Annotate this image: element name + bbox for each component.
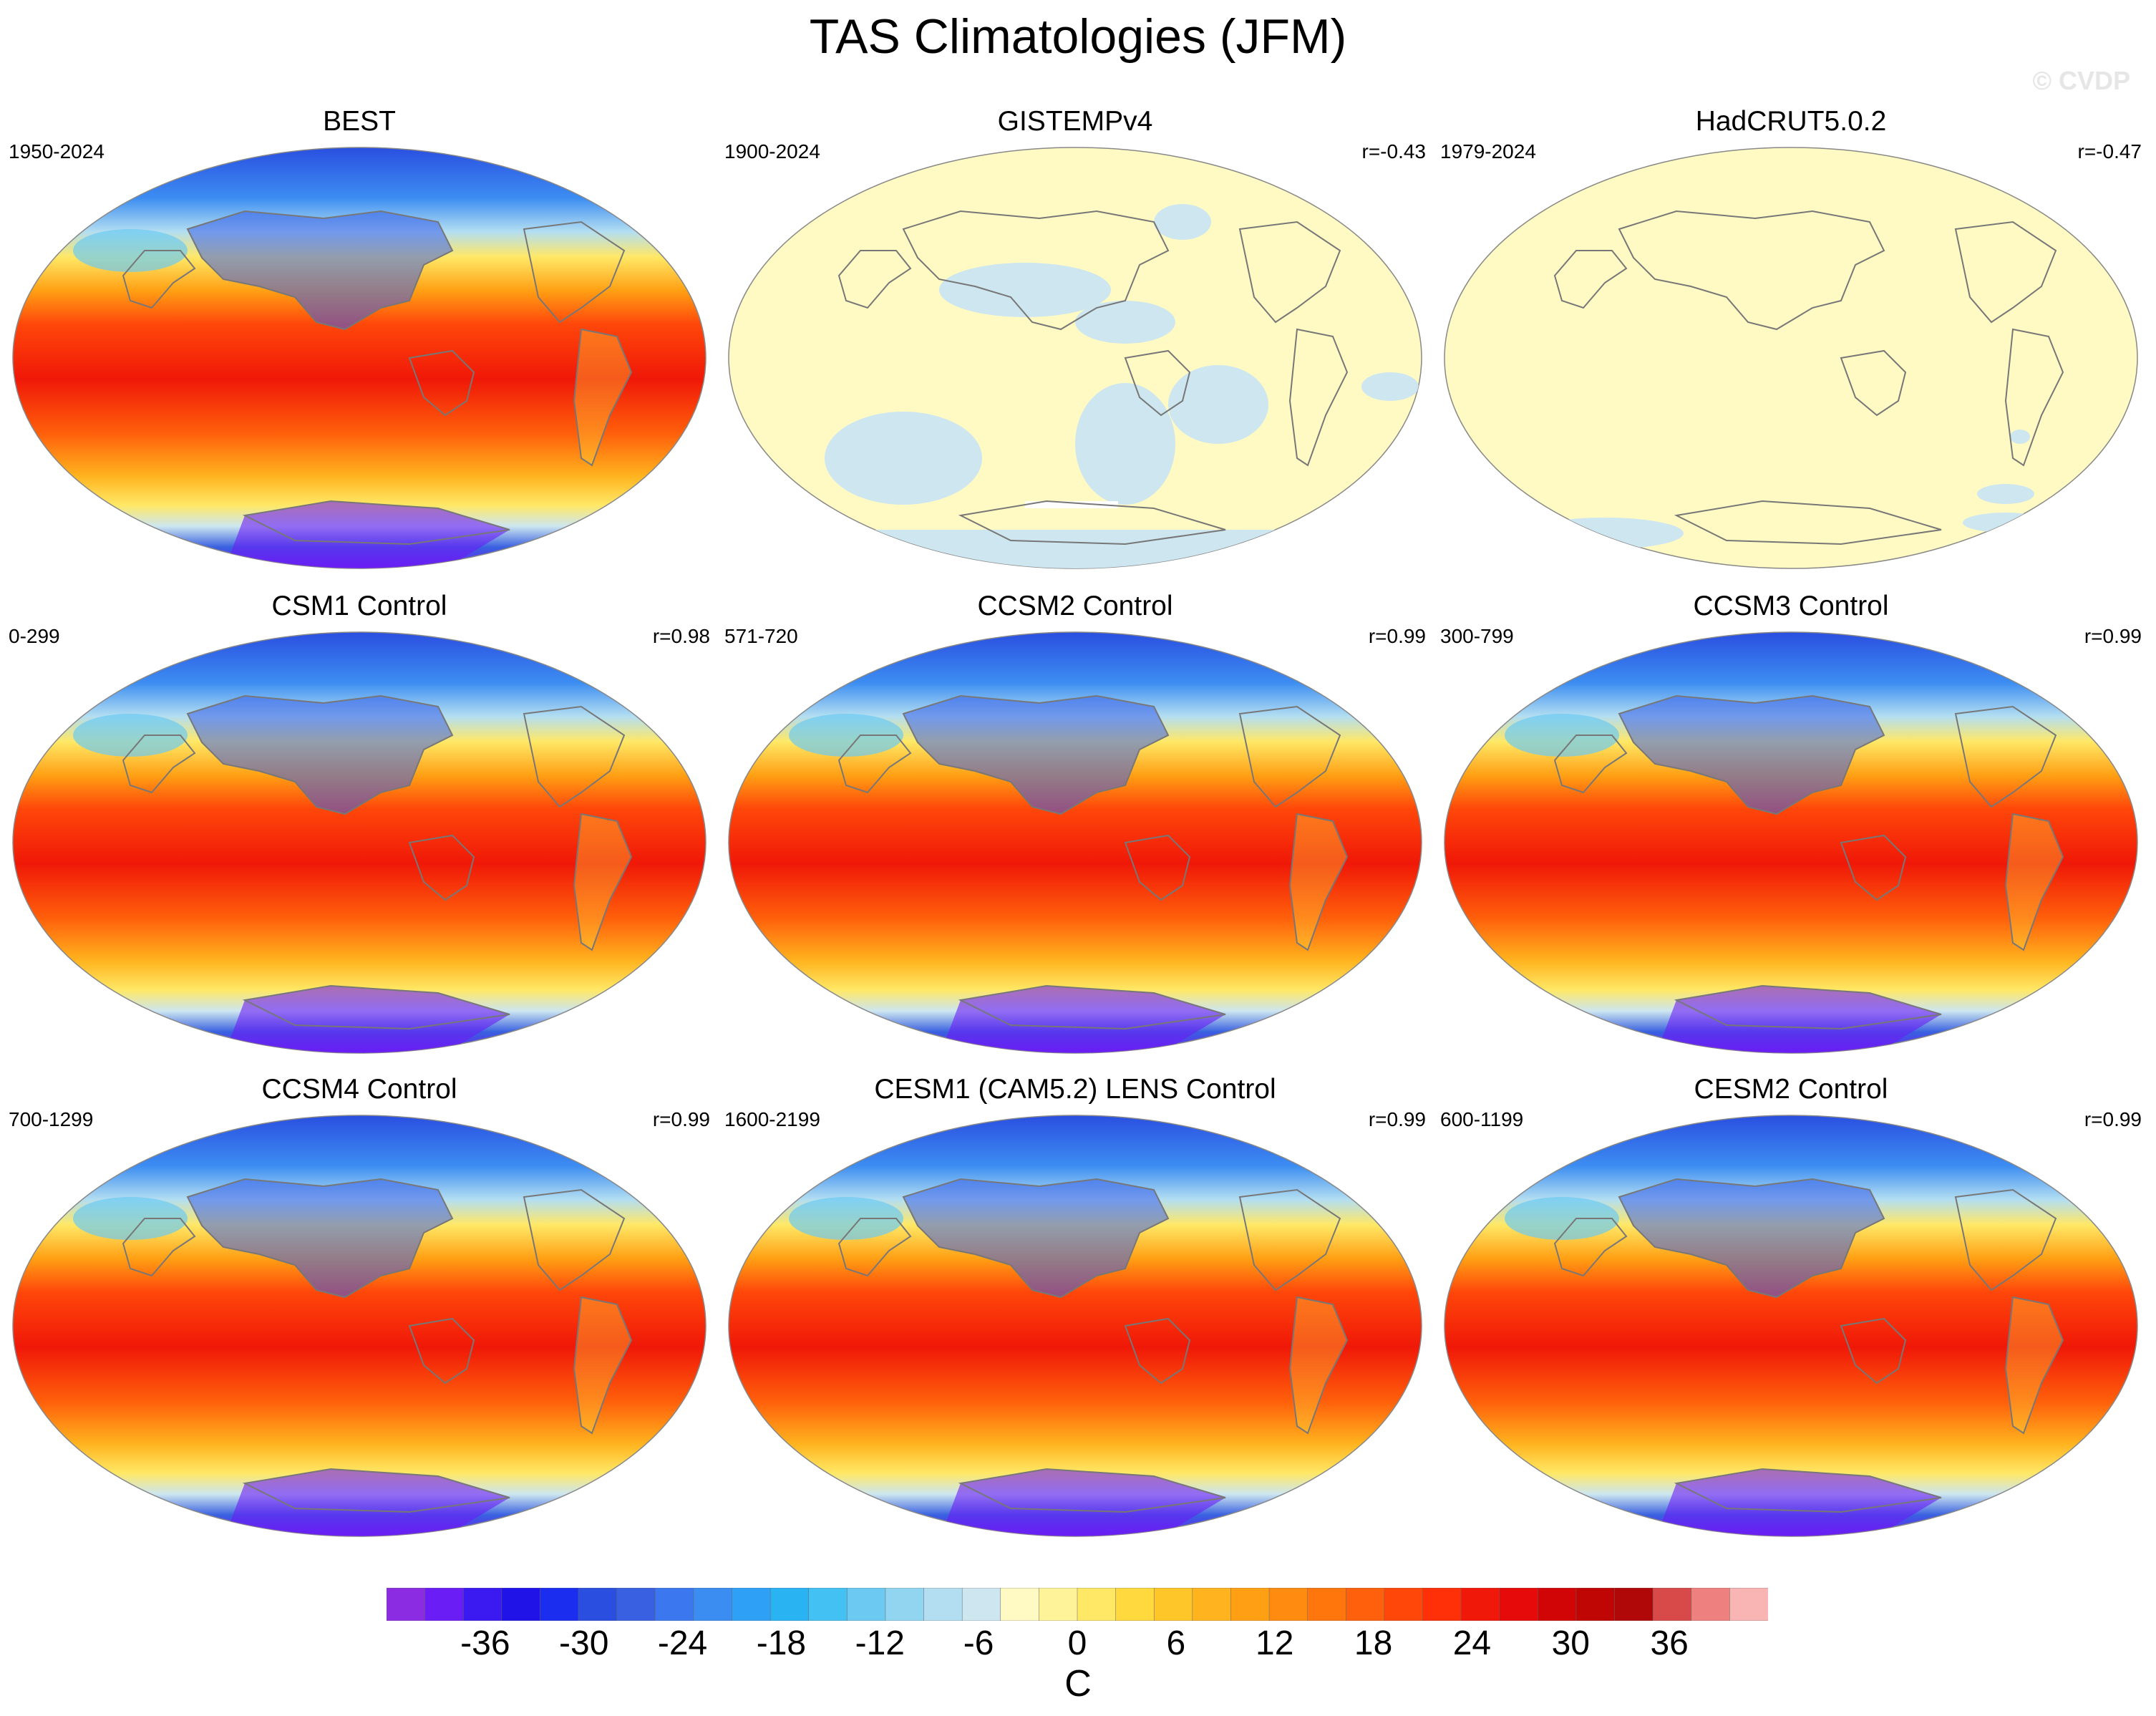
colorbar-swatch xyxy=(1192,1588,1232,1621)
cvdp-watermark: © CVDP xyxy=(2032,66,2130,95)
colorbar-swatch xyxy=(1268,1588,1308,1621)
panel-title: CCSM4 Control xyxy=(261,1074,457,1105)
panel-title: CCSM3 Control xyxy=(1693,591,1889,621)
map-panel: CESM1 (CAM5.2) LENS Control 1600-2199 r=… xyxy=(724,1074,1426,1537)
colorbar-tick-label: -30 xyxy=(559,1624,609,1662)
panel-correlation: r=0.99 xyxy=(2084,1108,2142,1130)
colorbar-swatch xyxy=(808,1588,848,1621)
panel-title: HadCRUT5.0.2 xyxy=(1695,106,1887,137)
panel-period: 700-1299 xyxy=(9,1108,94,1130)
colorbar-swatch xyxy=(1460,1588,1500,1621)
colorbar-tick-label: -36 xyxy=(460,1624,510,1662)
colorbar-tick-label: 30 xyxy=(1551,1624,1590,1662)
colorbar-swatch xyxy=(1115,1588,1155,1621)
panel-period: 0-299 xyxy=(9,625,60,647)
colorbar-units: C xyxy=(1064,1663,1092,1705)
panel-title: GISTEMPv4 xyxy=(997,106,1153,137)
colorbar-tick-label: 24 xyxy=(1452,1624,1492,1662)
map-panel: GISTEMPv4 1900-2024 r=-0.43 xyxy=(724,106,1427,569)
colorbar-swatch xyxy=(387,1588,426,1621)
colorbar-swatch xyxy=(847,1588,886,1621)
colorbar-swatch xyxy=(1538,1588,1577,1621)
colorbar-tick-label: 12 xyxy=(1256,1624,1294,1662)
colorbar-swatch xyxy=(1039,1588,1078,1621)
panel-period: 1600-2199 xyxy=(724,1108,820,1130)
panel-period: 300-799 xyxy=(1440,625,1514,647)
map-panel: BEST 1950-2024 xyxy=(9,106,710,569)
colorbar-swatch xyxy=(885,1588,925,1621)
panel-correlation: r=0.99 xyxy=(1368,625,1426,647)
panel-correlation: r=-0.43 xyxy=(1361,140,1427,163)
colorbar-swatch xyxy=(1307,1588,1347,1621)
panel-correlation: r=0.99 xyxy=(2084,625,2142,647)
figure-title: TAS Climatologies (JFM) xyxy=(809,9,1347,64)
map-panel: CCSM2 Control 571-720 r=0.99 xyxy=(724,591,1426,1054)
colorbar-tick-label: 18 xyxy=(1354,1624,1393,1662)
colorbar-swatch xyxy=(616,1588,656,1621)
map-panel: CESM2 Control 600-1199 r=0.99 xyxy=(1440,1074,2142,1537)
panel-period: 1950-2024 xyxy=(9,140,105,163)
colorbar-tick-label: -24 xyxy=(657,1624,708,1662)
colorbar-tick-label: 36 xyxy=(1650,1624,1689,1662)
colorbar-swatch xyxy=(1230,1588,1270,1621)
colorbar-swatch xyxy=(1575,1588,1616,1621)
colorbar-swatch xyxy=(732,1588,771,1621)
panel-title: BEST xyxy=(323,106,396,137)
panel-title: CESM1 (CAM5.2) LENS Control xyxy=(874,1074,1276,1105)
panel-title: CESM2 Control xyxy=(1694,1074,1888,1105)
colorbar-swatch xyxy=(578,1588,618,1621)
colorbar-tick-label: -18 xyxy=(756,1624,807,1662)
colorbar-swatch xyxy=(1384,1588,1424,1621)
panel-period: 600-1199 xyxy=(1440,1108,1524,1130)
colorbar-swatch xyxy=(1346,1588,1385,1621)
panel-title: CCSM2 Control xyxy=(977,591,1173,621)
map-panel: CCSM4 Control 700-1299 r=0.99 xyxy=(9,1074,710,1537)
colorbar-swatch xyxy=(1499,1588,1539,1621)
colorbar-tick-label: 0 xyxy=(1067,1624,1087,1662)
panel-correlation: r=0.99 xyxy=(652,1108,710,1130)
colorbar xyxy=(387,1588,1768,1621)
colorbar-tick-label: 6 xyxy=(1166,1624,1186,1662)
map-panel: CCSM3 Control 300-799 r=0.99 xyxy=(1440,591,2142,1054)
colorbar-swatch xyxy=(1691,1588,1731,1621)
colorbar-swatch xyxy=(1614,1588,1654,1621)
colorbar-swatch xyxy=(769,1588,810,1621)
colorbar-tick-label: -12 xyxy=(855,1624,905,1662)
colorbar-swatch xyxy=(1652,1588,1692,1621)
map-panel: CSM1 Control 0-299 r=0.98 xyxy=(9,591,710,1054)
colorbar-swatch xyxy=(462,1588,502,1621)
colorbar-swatch xyxy=(693,1588,733,1621)
panel-correlation: r=0.99 xyxy=(1368,1108,1426,1130)
map-panel: HadCRUT5.0.2 1979-2024 r=-0.47 xyxy=(1440,106,2142,569)
colorbar-swatch xyxy=(1077,1588,1117,1621)
panel-correlation: r=-0.47 xyxy=(2077,140,2142,163)
panel-correlation: r=0.98 xyxy=(652,625,710,647)
colorbar-swatch xyxy=(655,1588,694,1621)
colorbar-swatch xyxy=(961,1588,1001,1621)
colorbar-swatch xyxy=(1729,1588,1768,1621)
panel-title: CSM1 Control xyxy=(271,591,447,621)
panel-period: 1900-2024 xyxy=(724,140,820,163)
panel-period: 571-720 xyxy=(724,625,798,647)
colorbar-swatch xyxy=(501,1588,541,1621)
colorbar-tick-label: -6 xyxy=(963,1624,994,1662)
colorbar-swatch xyxy=(923,1588,963,1621)
colorbar-swatch xyxy=(1422,1588,1462,1621)
colorbar-swatch xyxy=(1000,1588,1040,1621)
colorbar-swatch xyxy=(540,1588,579,1621)
colorbar-swatch xyxy=(1153,1588,1193,1621)
panel-period: 1979-2024 xyxy=(1440,140,1536,163)
colorbar-tick-labels: -36 -30 -24 -18 -12 -6 0 6 12 18 24 30 36 xyxy=(0,1624,2156,1667)
colorbar-swatch xyxy=(424,1588,464,1621)
